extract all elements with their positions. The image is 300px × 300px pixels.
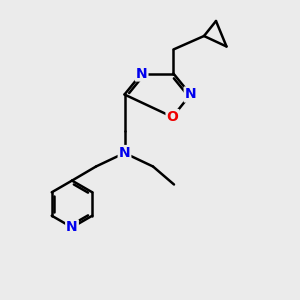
Text: N: N [119, 146, 130, 160]
Text: N: N [185, 88, 196, 101]
Text: O: O [167, 110, 178, 124]
Text: N: N [66, 220, 78, 234]
Text: N: N [136, 67, 147, 80]
